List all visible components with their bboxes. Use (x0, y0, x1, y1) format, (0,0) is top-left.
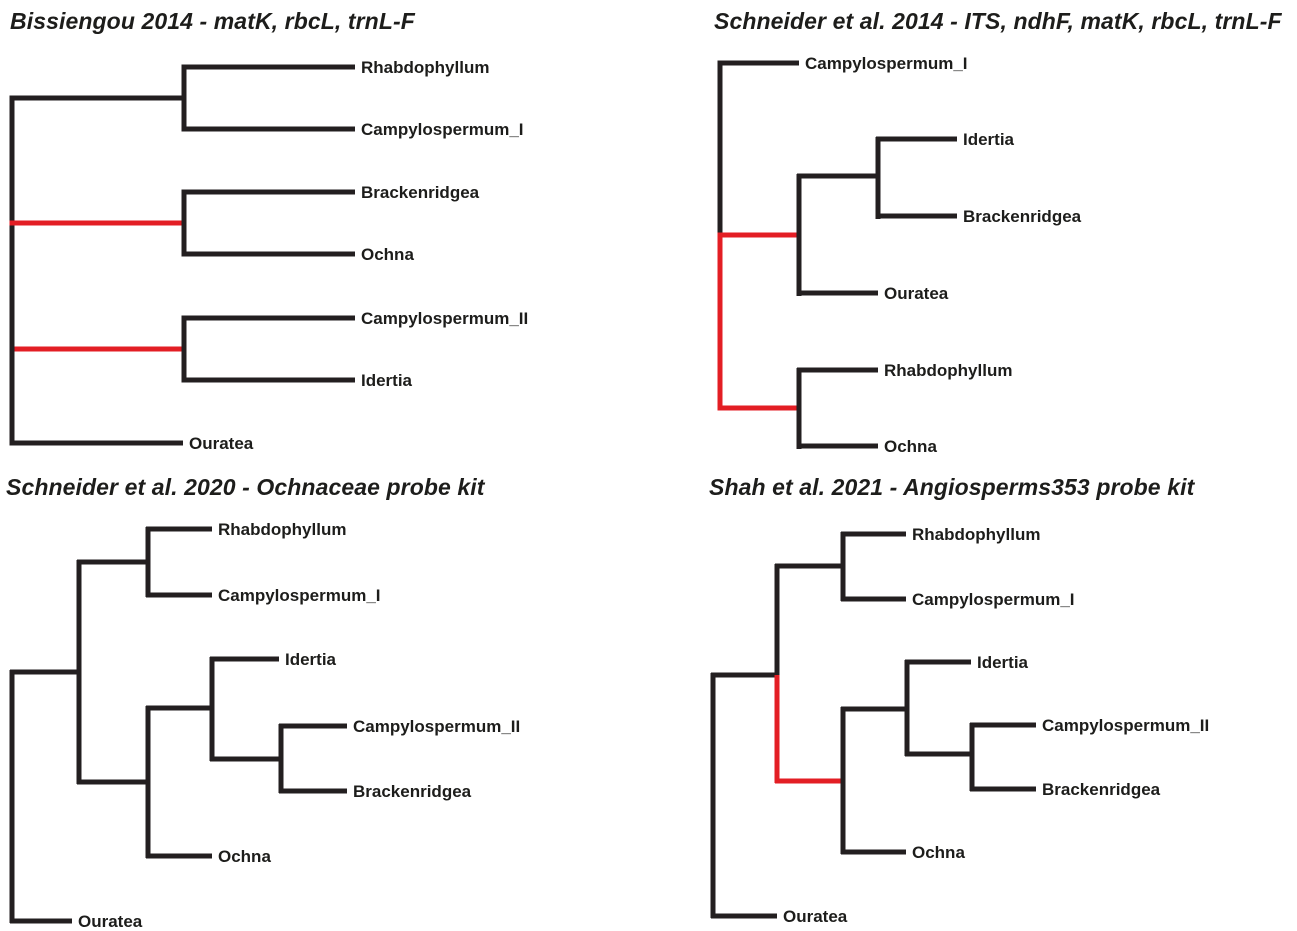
tip-label: Rhabdophyllum (884, 361, 1012, 380)
tip-label: Idertia (285, 650, 337, 669)
tip-label: Campylospermum_II (361, 309, 528, 328)
tip-label: Campylospermum_I (912, 590, 1075, 609)
panel-title: Schneider et al. 2014 - ITS, ndhF, matK,… (714, 8, 1282, 34)
tip-label: Idertia (361, 371, 413, 390)
tip-label: Ochna (884, 437, 937, 456)
tip-label: Campylospermum_II (1042, 716, 1209, 735)
tip-label: Ochna (218, 847, 271, 866)
tip-label: Ouratea (884, 284, 949, 303)
tip-label: Rhabdophyllum (218, 520, 346, 539)
tip-label: Ochna (912, 843, 965, 862)
tip-label: Brackenridgea (353, 782, 472, 801)
tip-label: Brackenridgea (361, 183, 480, 202)
tip-label: Campylospermum_II (353, 717, 520, 736)
tip-label: Campylospermum_I (218, 586, 381, 605)
tip-label: Brackenridgea (1042, 780, 1161, 799)
tip-label: Ochna (361, 245, 414, 264)
tip-label: Idertia (977, 653, 1029, 672)
tip-label: Ouratea (189, 434, 254, 453)
panel-title: Bissiengou 2014 - matK, rbcL, trnL-F (10, 8, 415, 34)
tip-label: Ouratea (78, 912, 143, 931)
tip-label: Idertia (963, 130, 1015, 149)
panel-title: Schneider et al. 2020 - Ochnaceae probe … (6, 474, 485, 500)
tip-label: Campylospermum_I (361, 120, 524, 139)
tip-label: Campylospermum_I (805, 54, 968, 73)
tip-label: Brackenridgea (963, 207, 1082, 226)
panel-title: Shah et al. 2021 - Angiosperms353 probe … (709, 474, 1195, 500)
tip-label: Rhabdophyllum (361, 58, 489, 77)
tip-label: Ouratea (783, 907, 848, 926)
tip-label: Rhabdophyllum (912, 525, 1040, 544)
